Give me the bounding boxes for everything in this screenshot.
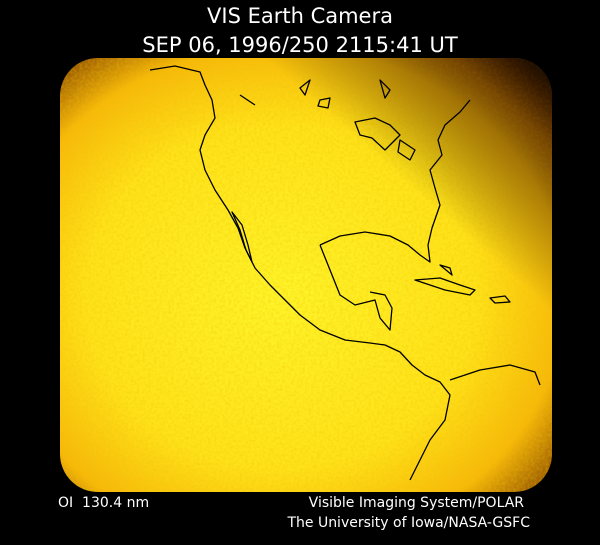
wavelength: OI 130.4 nm bbox=[58, 495, 149, 511]
earth-image bbox=[60, 58, 552, 492]
title: VIS Earth Camera bbox=[207, 4, 393, 28]
timestamp: SEP 06, 1996/250 2115:41 UT bbox=[142, 33, 458, 57]
credit-line: The University of Iowa/NASA-GSFC bbox=[286, 515, 530, 531]
credit-line: Visible Imaging System/POLAR bbox=[309, 495, 525, 511]
